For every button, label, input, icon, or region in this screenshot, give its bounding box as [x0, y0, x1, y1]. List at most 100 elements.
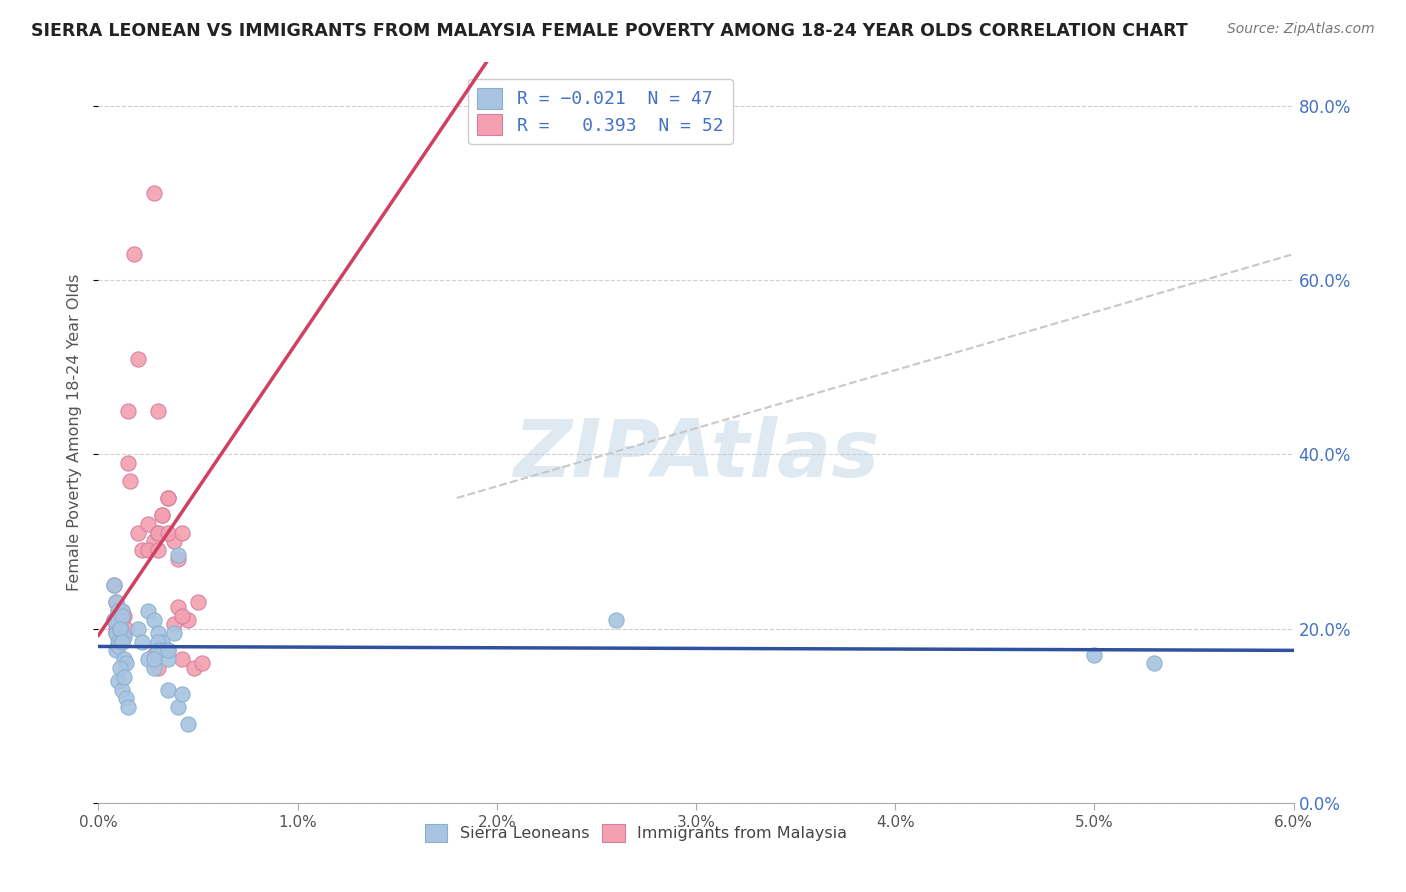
Point [105, 622, 128, 636]
Point [107, 613, 129, 627]
Point [117, 456, 139, 470]
Point [107, 639, 129, 653]
Point [124, 247, 146, 261]
Legend: Sierra Leoneans, Immigrants from Malaysia: Sierra Leoneans, Immigrants from Malaysi… [418, 816, 855, 850]
Point [115, 657, 138, 671]
Point [163, 617, 186, 632]
Point [107, 634, 129, 648]
Point [103, 578, 125, 592]
Point [150, 508, 173, 523]
Point [117, 404, 139, 418]
Point [112, 626, 135, 640]
Point [111, 604, 134, 618]
Point [107, 673, 129, 688]
Point [143, 648, 166, 662]
Point [177, 613, 200, 627]
Point [150, 508, 173, 523]
Point [1143, 657, 1166, 671]
Point [167, 599, 190, 614]
Point [110, 622, 132, 636]
Point [148, 661, 170, 675]
Point [157, 525, 180, 540]
Point [111, 608, 134, 623]
Point [157, 491, 180, 505]
Point [143, 186, 166, 200]
Point [127, 622, 149, 636]
Y-axis label: Female Poverty Among 18-24 Year Olds: Female Poverty Among 18-24 Year Olds [67, 274, 83, 591]
Point [131, 543, 153, 558]
Point [172, 525, 194, 540]
Point [136, 604, 159, 618]
Point [105, 643, 128, 657]
Point [143, 534, 166, 549]
Point [111, 604, 134, 618]
Point [148, 543, 170, 558]
Point [183, 661, 205, 675]
Point [105, 626, 128, 640]
Point [163, 626, 186, 640]
Text: SIERRA LEONEAN VS IMMIGRANTS FROM MALAYSIA FEMALE POVERTY AMONG 18-24 YEAR OLDS : SIERRA LEONEAN VS IMMIGRANTS FROM MALAYS… [31, 22, 1188, 40]
Point [103, 613, 125, 627]
Point [148, 404, 170, 418]
Text: Source: ZipAtlas.com: Source: ZipAtlas.com [1227, 22, 1375, 37]
Point [172, 652, 194, 666]
Point [112, 669, 135, 683]
Point [115, 691, 138, 706]
Point [103, 578, 125, 592]
Point [136, 543, 159, 558]
Point [172, 687, 194, 701]
Point [605, 613, 627, 627]
Point [110, 622, 132, 636]
Point [127, 351, 149, 366]
Point [143, 652, 166, 666]
Point [150, 634, 173, 648]
Point [191, 657, 214, 671]
Point [117, 700, 139, 714]
Point [157, 682, 180, 697]
Point [112, 630, 135, 644]
Point [107, 604, 129, 618]
Point [110, 622, 132, 636]
Point [105, 595, 128, 609]
Point [107, 608, 129, 623]
Point [111, 608, 134, 623]
Point [131, 634, 153, 648]
Point [172, 608, 194, 623]
Point [127, 525, 149, 540]
Point [103, 613, 125, 627]
Text: ZIPAtlas: ZIPAtlas [513, 416, 879, 494]
Point [115, 622, 138, 636]
Point [107, 630, 129, 644]
Point [110, 617, 132, 632]
Point [107, 604, 129, 618]
Point [110, 661, 132, 675]
Point [148, 626, 170, 640]
Point [112, 608, 135, 623]
Point [187, 595, 209, 609]
Point [136, 652, 159, 666]
Point [143, 613, 166, 627]
Point [1083, 648, 1105, 662]
Point [111, 682, 134, 697]
Point [150, 643, 173, 657]
Point [136, 517, 159, 532]
Point [112, 652, 135, 666]
Point [167, 548, 190, 562]
Point [163, 534, 186, 549]
Point [120, 474, 142, 488]
Point [105, 595, 128, 609]
Point [148, 634, 170, 648]
Point [110, 622, 132, 636]
Point [157, 491, 180, 505]
Point [157, 643, 180, 657]
Point [177, 717, 200, 731]
Point [148, 525, 170, 540]
Point [167, 700, 190, 714]
Point [111, 634, 134, 648]
Point [110, 622, 132, 636]
Point [157, 652, 180, 666]
Point [148, 643, 170, 657]
Point [111, 608, 134, 623]
Point [157, 643, 180, 657]
Point [107, 613, 129, 627]
